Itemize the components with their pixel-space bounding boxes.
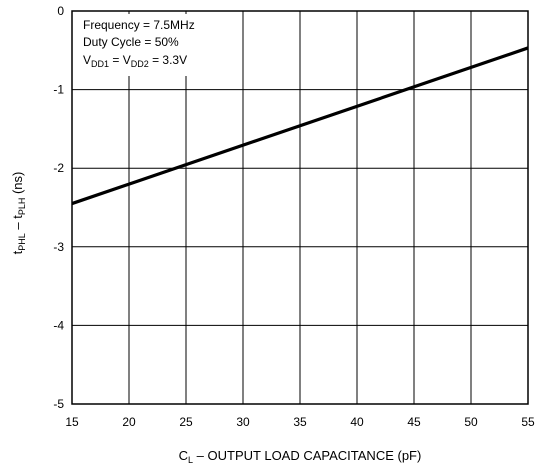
y-tick-labels: 0 -1 -2 -3 -4 -5 <box>53 4 64 411</box>
x-tick-label: 50 <box>464 415 478 429</box>
y-tick-label: -1 <box>53 83 64 97</box>
annotation-box <box>78 14 228 76</box>
series-layer <box>71 46 529 206</box>
annotation-frequency: Frequency = 7.5MHz <box>83 18 195 32</box>
x-tick-label: 30 <box>236 415 250 429</box>
grid-lines <box>72 11 528 404</box>
annotation-duty-cycle: Duty Cycle = 50% <box>83 35 179 49</box>
y-tick-label: -4 <box>53 318 64 332</box>
y-tick-label: 0 <box>57 4 64 18</box>
series-line <box>71 46 529 206</box>
x-tick-label: 35 <box>293 415 307 429</box>
x-tick-label: 15 <box>65 415 79 429</box>
x-tick-label: 45 <box>407 415 421 429</box>
x-tick-label: 40 <box>350 415 364 429</box>
y-tick-label: -5 <box>53 397 64 411</box>
x-tick-label: 55 <box>521 415 535 429</box>
x-tick-label: 20 <box>122 415 136 429</box>
y-axis-title: tPHL – tPLH (ns) <box>10 172 27 255</box>
x-tick-labels: 15 20 25 30 35 40 45 50 55 <box>65 415 535 429</box>
x-axis-title: CL – OUTPUT LOAD CAPACITANCE (pF) <box>179 448 422 465</box>
x-tick-label: 25 <box>179 415 193 429</box>
annotation-vdd: VDD1 = VDD2 = 3.3V <box>83 53 187 69</box>
y-tick-label: -3 <box>53 240 64 254</box>
y-tick-label: -2 <box>53 161 64 175</box>
plot-frame <box>71 10 529 405</box>
